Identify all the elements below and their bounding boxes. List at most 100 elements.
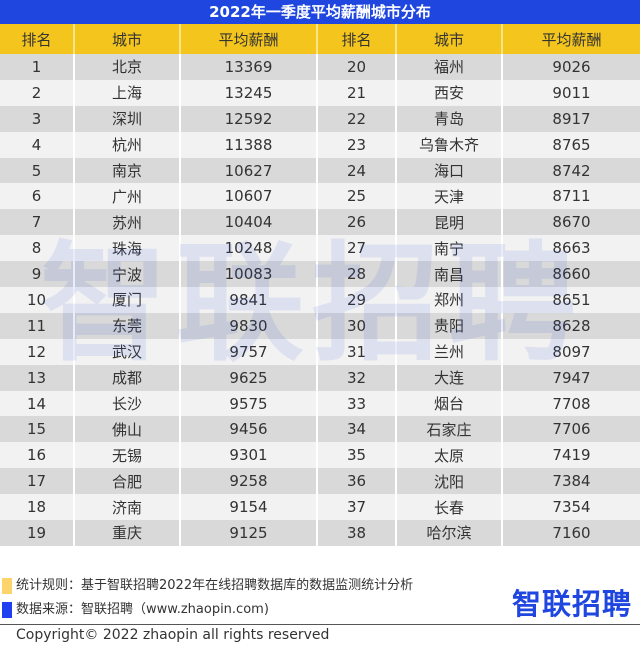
salary-cell: 10083 — [179, 261, 317, 288]
city-cell: 青岛 — [395, 105, 502, 132]
rank-cell: 7 — [0, 209, 74, 236]
city-cell: 哈尔滨 — [395, 520, 502, 546]
rank-cell: 32 — [316, 364, 396, 391]
rank-cell: 19 — [0, 520, 74, 546]
salary-cell: 7354 — [501, 494, 640, 521]
city-cell: 南宁 — [395, 235, 502, 262]
rank-cell: 6 — [0, 183, 74, 210]
city-cell: 郑州 — [395, 287, 502, 313]
table-row: 13 成都 9625 32 大连 7947 — [0, 364, 640, 391]
zhaopin-logo: 智联招聘 — [512, 581, 632, 623]
city-cell: 苏州 — [73, 209, 180, 236]
city-cell: 无锡 — [73, 442, 180, 469]
table-row: 6 广州 10607 25 天津 8711 — [0, 183, 640, 210]
salary-cell: 12592 — [179, 105, 317, 132]
rank-cell: 21 — [316, 79, 396, 106]
salary-cell: 10627 — [179, 157, 317, 184]
salary-cell: 8628 — [501, 312, 640, 339]
city-cell: 合肥 — [73, 468, 180, 495]
table-row: 15 佛山 9456 34 石家庄 7706 — [0, 416, 640, 443]
header-salary: 平均薪酬 — [501, 24, 640, 54]
rank-cell: 33 — [316, 390, 396, 417]
city-cell: 佛山 — [73, 416, 180, 443]
table-row: 16 无锡 9301 35 太原 7419 — [0, 442, 640, 469]
city-cell: 福州 — [395, 54, 502, 80]
city-cell: 长沙 — [73, 390, 180, 417]
city-cell: 深圳 — [73, 105, 180, 132]
salary-cell: 8670 — [501, 209, 640, 236]
salary-cell: 9026 — [501, 54, 640, 80]
salary-cell: 9841 — [179, 287, 317, 313]
table-row: 3 深圳 12592 22 青岛 8917 — [0, 105, 640, 132]
city-cell: 烟台 — [395, 390, 502, 417]
stat-rule-text: 统计规则：基于智联招聘2022年在线招聘数据库的数据监测统计分析 — [16, 578, 414, 593]
city-cell: 海口 — [395, 157, 502, 184]
table-row: 9 宁波 10083 28 南昌 8660 — [0, 261, 640, 288]
rank-cell: 17 — [0, 468, 74, 495]
salary-cell: 9154 — [179, 494, 317, 521]
table-body: 1 北京 13369 20 福州 9026 2 上海 13245 21 西安 9011 3 深圳 12592… — [0, 54, 640, 546]
city-cell: 厦门 — [73, 287, 180, 313]
city-cell: 西安 — [395, 79, 502, 106]
city-cell: 昆明 — [395, 209, 502, 236]
header-rank: 排名 — [316, 24, 396, 54]
salary-cell: 10404 — [179, 209, 317, 236]
city-cell: 沈阳 — [395, 468, 502, 495]
rank-cell: 11 — [0, 312, 74, 339]
table-row: 1 北京 13369 20 福州 9026 — [0, 54, 640, 80]
table-row: 18 济南 9154 37 长春 7354 — [0, 494, 640, 521]
city-cell: 太原 — [395, 442, 502, 469]
table-row: 4 杭州 11388 23 乌鲁木齐 8765 — [0, 131, 640, 158]
rank-cell: 1 — [0, 54, 74, 80]
city-cell: 杭州 — [73, 131, 180, 158]
salary-cell: 9301 — [179, 442, 317, 469]
rank-cell: 27 — [316, 235, 396, 262]
yellow-swatch-icon — [2, 578, 12, 594]
city-cell: 北京 — [73, 54, 180, 80]
city-cell: 武汉 — [73, 338, 180, 365]
header-rank: 排名 — [0, 24, 74, 54]
rank-cell: 9 — [0, 261, 74, 288]
salary-cell: 13369 — [179, 54, 317, 80]
city-cell: 兰州 — [395, 338, 502, 365]
city-cell: 大连 — [395, 364, 502, 391]
table-row: 5 南京 10627 24 海口 8742 — [0, 157, 640, 184]
rank-cell: 24 — [316, 157, 396, 184]
rank-cell: 29 — [316, 287, 396, 313]
salary-cell: 13245 — [179, 79, 317, 106]
salary-cell: 9456 — [179, 416, 317, 443]
salary-cell: 7706 — [501, 416, 640, 443]
footer-divider — [0, 624, 640, 625]
city-cell: 南昌 — [395, 261, 502, 288]
salary-cell: 9011 — [501, 79, 640, 106]
salary-cell: 7947 — [501, 364, 640, 391]
city-cell: 上海 — [73, 79, 180, 106]
salary-cell: 7419 — [501, 442, 640, 469]
rank-cell: 18 — [0, 494, 74, 521]
rank-cell: 10 — [0, 287, 74, 313]
city-cell: 东莞 — [73, 312, 180, 339]
salary-cell: 9830 — [179, 312, 317, 339]
salary-table: 排名 城市 平均薪酬 排名 城市 平均薪酬 1 北京 13369 20 福州 9026 2 上… — [0, 24, 640, 546]
table-row: 17 合肥 9258 36 沈阳 7384 — [0, 468, 640, 495]
rank-cell: 5 — [0, 157, 74, 184]
rank-cell: 3 — [0, 105, 74, 132]
table-row: 8 珠海 10248 27 南宁 8663 — [0, 235, 640, 262]
rank-cell: 23 — [316, 131, 396, 158]
salary-cell: 9125 — [179, 520, 317, 546]
salary-cell: 8663 — [501, 235, 640, 262]
salary-cell: 8711 — [501, 183, 640, 210]
salary-cell: 8765 — [501, 131, 640, 158]
table-row: 19 重庆 9125 38 哈尔滨 7160 — [0, 520, 640, 546]
rank-cell: 38 — [316, 520, 396, 546]
blue-swatch-icon — [2, 602, 12, 618]
data-source-text: 数据来源：智联招聘（www.zhaopin.com) — [16, 602, 269, 617]
salary-cell: 10607 — [179, 183, 317, 210]
rank-cell: 15 — [0, 416, 74, 443]
rank-cell: 20 — [316, 54, 396, 80]
salary-cell: 8651 — [501, 287, 640, 313]
salary-cell: 7384 — [501, 468, 640, 495]
rank-cell: 34 — [316, 416, 396, 443]
city-cell: 天津 — [395, 183, 502, 210]
rank-cell: 37 — [316, 494, 396, 521]
